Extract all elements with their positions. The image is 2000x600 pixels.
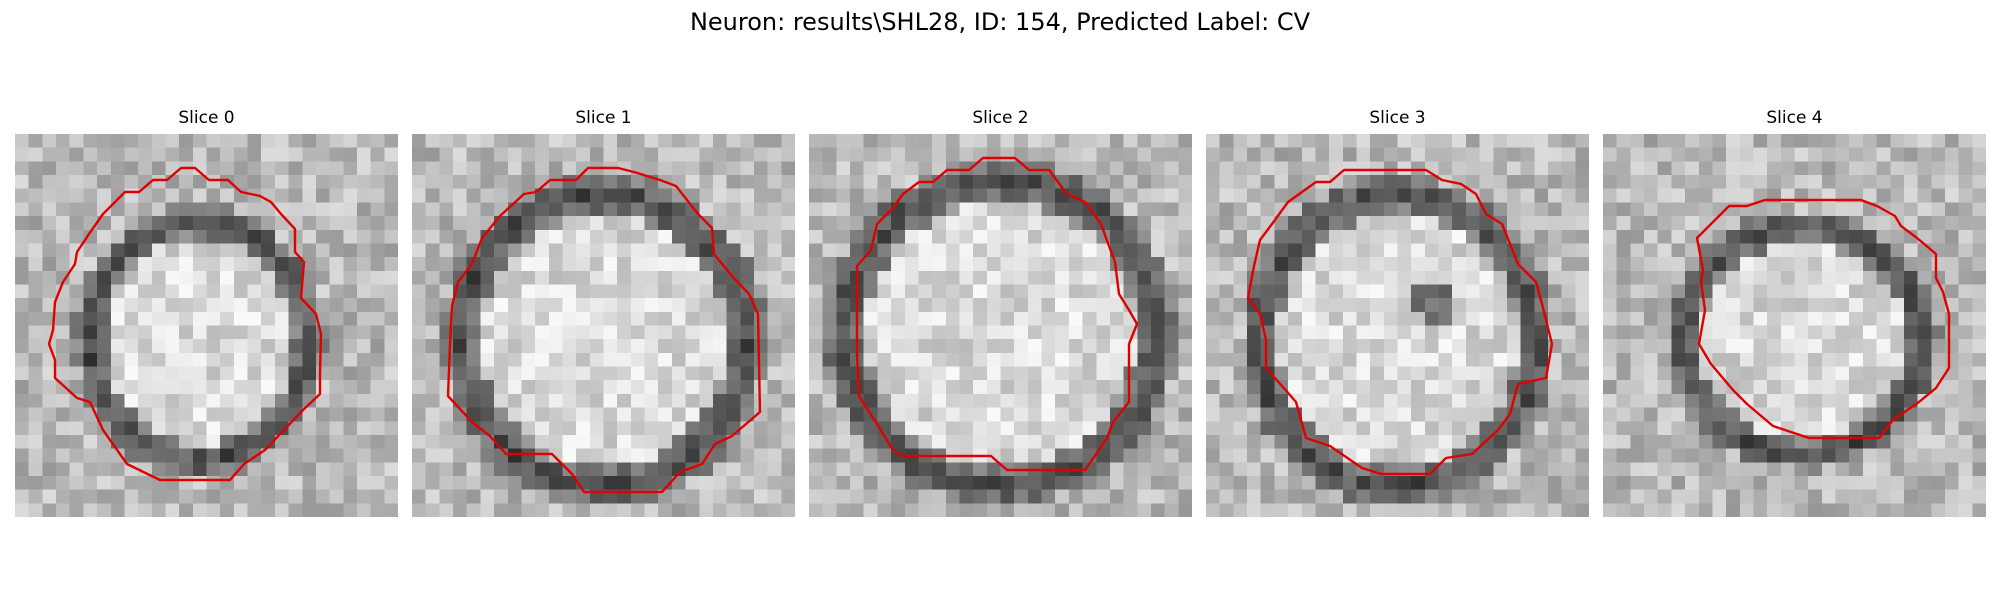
slice-panel-4: Slice 4	[1603, 108, 1986, 517]
slice-contour-0	[47, 166, 323, 482]
slice-panel-1: Slice 1	[412, 108, 795, 517]
slice-image-4	[1603, 134, 1986, 517]
slice-title-2: Slice 2	[972, 108, 1029, 128]
slice-image-1	[412, 134, 795, 517]
slice-contour-2	[855, 156, 1139, 472]
slice-image-2	[809, 134, 1192, 517]
slice-panel-0: Slice 0	[15, 108, 398, 517]
slice-image-0	[15, 134, 398, 517]
slice-panel-2: Slice 2	[809, 108, 1192, 517]
figure-title: Neuron: results\SHL28, ID: 154, Predicte…	[689, 8, 1311, 36]
slice-title-1: Slice 1	[575, 108, 632, 128]
slice-panel-3: Slice 3	[1206, 108, 1589, 517]
slice-title-3: Slice 3	[1369, 108, 1426, 128]
slice-title-4: Slice 4	[1766, 108, 1823, 128]
slice-title-0: Slice 0	[178, 108, 235, 128]
slice-image-3	[1206, 134, 1589, 517]
slice-contour-3	[1246, 168, 1554, 476]
slice-contour-4	[1695, 198, 1951, 440]
slice-contour-1	[446, 166, 762, 494]
